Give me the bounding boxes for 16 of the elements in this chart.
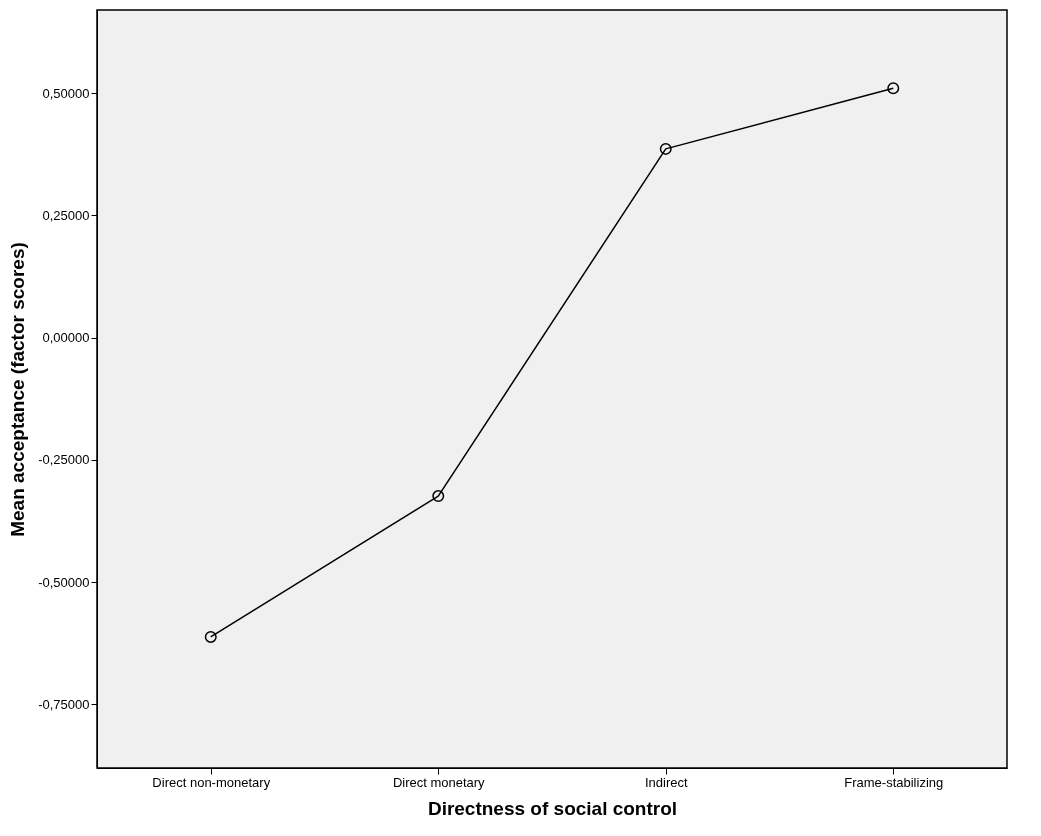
point — [659, 142, 672, 155]
x-tick-label: Indirect — [644, 774, 688, 790]
x-tick-label: Direct monetary — [392, 774, 486, 790]
y-tick-label: 0,50000 — [42, 85, 90, 101]
y-axis-title: Mean acceptance (factor scores) — [7, 242, 29, 537]
y-tick-label: -0,50000 — [38, 574, 90, 590]
x-tick-label: Frame-stabilizing — [844, 774, 944, 790]
x-tick-label: Direct non-monetary — [152, 774, 271, 790]
point — [432, 490, 445, 503]
point — [887, 82, 900, 95]
x-axis-title: Directness of social control — [427, 797, 678, 819]
y-tick-label: 0,25000 — [42, 207, 90, 223]
y-tick-label: 0,00000 — [42, 330, 90, 346]
point — [204, 630, 217, 643]
y-tick-label: -0,75000 — [38, 696, 90, 712]
y-tick-label: -0,25000 — [38, 452, 90, 468]
